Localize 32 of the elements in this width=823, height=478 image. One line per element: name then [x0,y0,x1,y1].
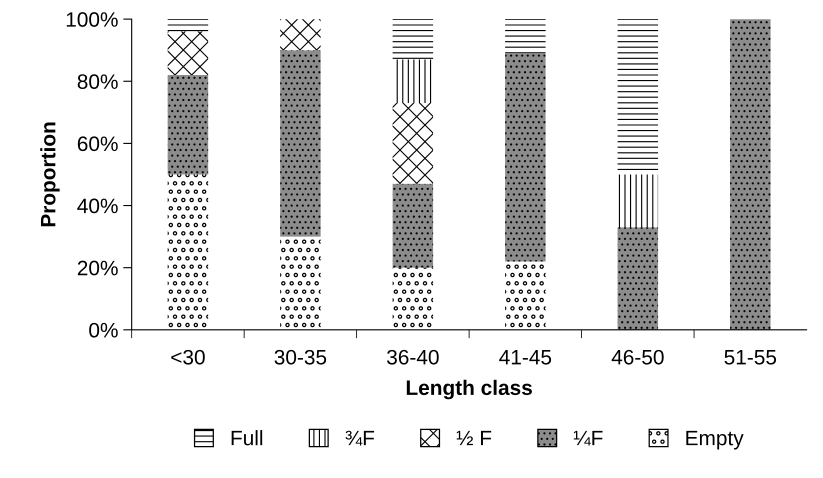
legend-label: Empty [686,430,744,450]
x-tick-label: <30 [171,350,205,365]
y-tick-label: 80% [78,74,118,90]
bar [168,32,208,76]
bar [392,103,434,184]
x-tick-label: 30-35 [274,350,326,365]
legend-label: ¾F [346,430,374,446]
bar [392,19,434,60]
legend-label: ¼F [574,430,603,446]
x-tick-label: 41-45 [499,350,552,365]
bar [618,174,658,228]
bar [280,50,321,237]
x-tick-label: 46-50 [612,350,664,365]
x-tick-label: 51-55 [724,350,776,365]
bar [280,19,321,50]
bar [505,53,546,262]
bar [730,19,771,330]
y-tick-label: 100% [66,12,118,27]
y-axis-title: Proportion [40,122,60,226]
legend-label: ½ F [456,430,492,446]
bar [392,184,434,268]
x-axis-title: Length class [406,380,532,400]
bar [618,227,658,330]
bar [505,19,546,54]
legend-label: Full [232,430,262,446]
bar [168,75,208,174]
y-tick-label: 60% [78,136,118,152]
y-tick-label: 20% [78,260,118,276]
y-tick-label: 40% [77,198,118,214]
y-tick-label: 0% [89,322,118,338]
bar [168,19,208,32]
x-tick-label: 36-40 [387,350,439,365]
